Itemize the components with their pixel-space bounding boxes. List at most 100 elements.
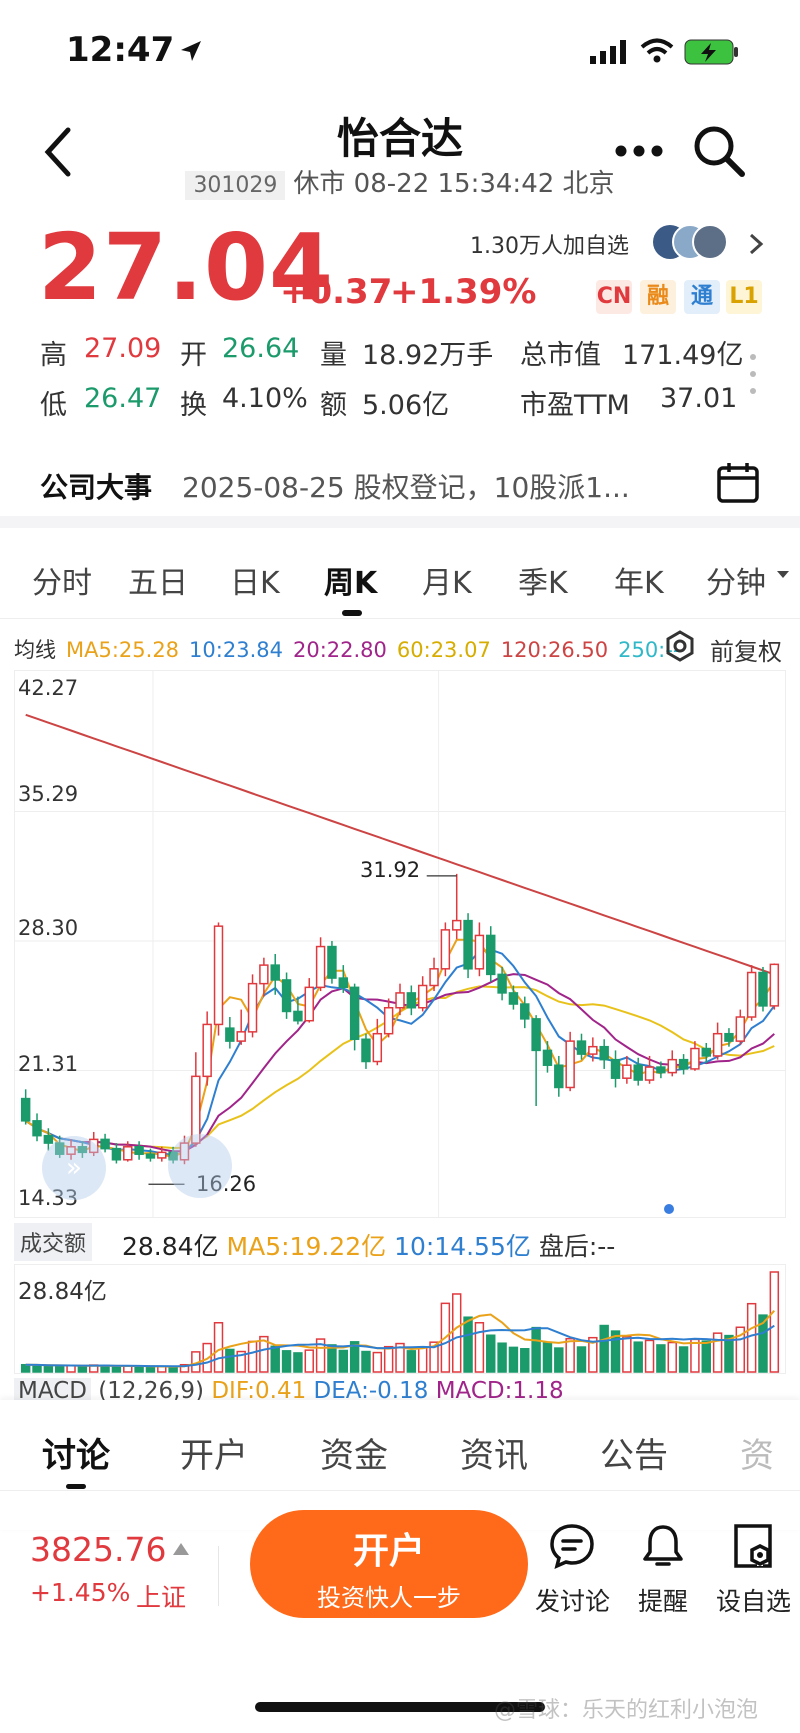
adjust-mode[interactable]: 前复权	[710, 638, 782, 666]
signal-icon	[590, 40, 626, 64]
bottom-panel	[0, 1400, 800, 1530]
candle-down	[724, 1032, 734, 1042]
crosshair-button[interactable]	[168, 1134, 232, 1198]
search-icon[interactable]	[692, 124, 746, 178]
open-account-button[interactable]: 开户 投资快人一步	[250, 1510, 528, 1618]
tab-minute[interactable]: 分钟	[706, 566, 766, 601]
candle-down	[134, 1146, 144, 1155]
amount-value: 5.06亿	[362, 390, 450, 421]
scroll-left-button[interactable]: »	[42, 1136, 106, 1200]
settings-gear-icon[interactable]	[664, 630, 696, 662]
open-label: 开	[180, 340, 207, 371]
volume-bar-up	[735, 1326, 746, 1373]
macd-dea: DEA:-0.18	[313, 1378, 429, 1402]
candle-up	[123, 1146, 133, 1161]
back-icon[interactable]	[42, 126, 72, 178]
candle-down	[701, 1047, 711, 1057]
tab-five-day[interactable]: 五日	[128, 566, 188, 601]
volume-bar-down	[43, 1365, 54, 1373]
candle-up	[395, 992, 405, 1009]
add-watchlist-icon[interactable]	[730, 1522, 776, 1570]
tab-news[interactable]: 资讯	[460, 1436, 528, 1476]
home-indicator	[255, 1702, 545, 1712]
page-title: 怡合达	[336, 114, 463, 163]
volume-bar-up	[259, 1335, 269, 1373]
low-marker-label: 16.26	[196, 1172, 257, 1196]
kline-chart[interactable]	[14, 670, 786, 1218]
y-tick-35: 35.29	[18, 782, 79, 806]
candle-up	[247, 982, 258, 1033]
volume-bar-up	[690, 1338, 700, 1373]
volume-bar-down	[678, 1346, 689, 1373]
tab-monthly-k[interactable]: 月K	[422, 566, 472, 601]
remind-label[interactable]: 提醒	[638, 1587, 689, 1616]
candle-down	[100, 1138, 110, 1150]
candle-down	[77, 1146, 88, 1154]
candle-down	[599, 1045, 609, 1061]
candle-down	[576, 1040, 587, 1055]
candle-down	[542, 1049, 553, 1066]
candle-down	[145, 1153, 156, 1159]
candle-up	[213, 925, 224, 1026]
volume-bar-up	[304, 1349, 314, 1373]
volume-value: 28.84亿	[122, 1232, 219, 1261]
volume-bar-down	[508, 1346, 519, 1373]
candle-down	[656, 1066, 666, 1074]
watcher-count[interactable]: 1.30万人加自选	[470, 234, 629, 259]
candle-down	[111, 1147, 122, 1161]
event-text[interactable]: 2025-08-25 股权登记，10股派1...	[182, 471, 630, 504]
tab-yearly-k[interactable]: 年K	[614, 566, 664, 601]
dropdown-arrow-icon[interactable]	[776, 570, 790, 580]
volume-bar-up	[315, 1338, 326, 1373]
pe-value: 37.01	[660, 383, 738, 414]
volume-bar-up	[236, 1350, 246, 1373]
high-value: 27.09	[84, 333, 162, 364]
index-value[interactable]: 3825.76	[30, 1530, 167, 1569]
volume-bar-down	[406, 1350, 417, 1373]
volume-bar-down	[497, 1342, 507, 1373]
candle-up	[746, 971, 757, 1018]
comment-icon[interactable]	[548, 1522, 596, 1570]
volume-bar-down	[724, 1334, 734, 1373]
chevron-right-icon[interactable]	[748, 232, 764, 256]
more-icon[interactable]	[614, 144, 664, 158]
chart-border	[14, 670, 786, 1218]
candle-down	[32, 1120, 42, 1137]
ma-legend: 均线 MA5:25.28 10:23.84 20:22.80 60:23.07 120:2…	[14, 634, 690, 664]
tab-daily-k[interactable]: 日K	[230, 566, 280, 601]
tab-discussion[interactable]: 讨论	[42, 1436, 110, 1476]
tab-open-account[interactable]: 开户	[180, 1436, 248, 1476]
tab-capital[interactable]: 资金	[320, 1436, 388, 1476]
candle-down	[520, 1003, 530, 1020]
volume-bar-down	[520, 1348, 530, 1373]
bell-icon[interactable]	[640, 1522, 686, 1570]
volume-bar-down	[531, 1326, 541, 1373]
index-change: +1.45%	[30, 1578, 131, 1607]
bottom-tab-indicator	[66, 1484, 86, 1489]
calendar-icon[interactable]	[716, 460, 760, 504]
ma60-value: 60:23.07	[396, 638, 491, 662]
candle-up	[304, 986, 314, 1022]
up-triangle-icon	[173, 1543, 189, 1555]
volume-bar-up	[667, 1341, 677, 1373]
volume-bar-down	[20, 1363, 31, 1373]
expand-dots-icon[interactable]	[748, 352, 758, 396]
tab-more-cut[interactable]: 资	[740, 1436, 774, 1476]
volume-tab-label[interactable]: 成交额	[14, 1223, 93, 1261]
watch-label[interactable]: 设自选	[716, 1587, 792, 1616]
badge-l1: L1	[726, 280, 762, 314]
tab-announcements[interactable]: 公告	[600, 1436, 668, 1476]
watcher-avatars[interactable]	[652, 222, 732, 262]
candle-down	[281, 979, 292, 1013]
macd-label[interactable]: MACD	[14, 1378, 91, 1402]
ma250-value: 250:--	[618, 638, 681, 662]
discuss-label[interactable]: 发讨论	[535, 1587, 611, 1616]
tab-intraday[interactable]: 分时	[32, 566, 92, 601]
tab-weekly-k[interactable]: 周K	[324, 566, 378, 601]
volume-bar-down	[145, 1366, 156, 1373]
volume-bar-up	[746, 1302, 757, 1373]
avatar-stack-icon	[653, 224, 728, 260]
turnover-value: 4.10%	[222, 383, 308, 414]
tab-quarterly-k[interactable]: 季K	[518, 566, 568, 601]
volume-chart[interactable]	[14, 1264, 786, 1374]
